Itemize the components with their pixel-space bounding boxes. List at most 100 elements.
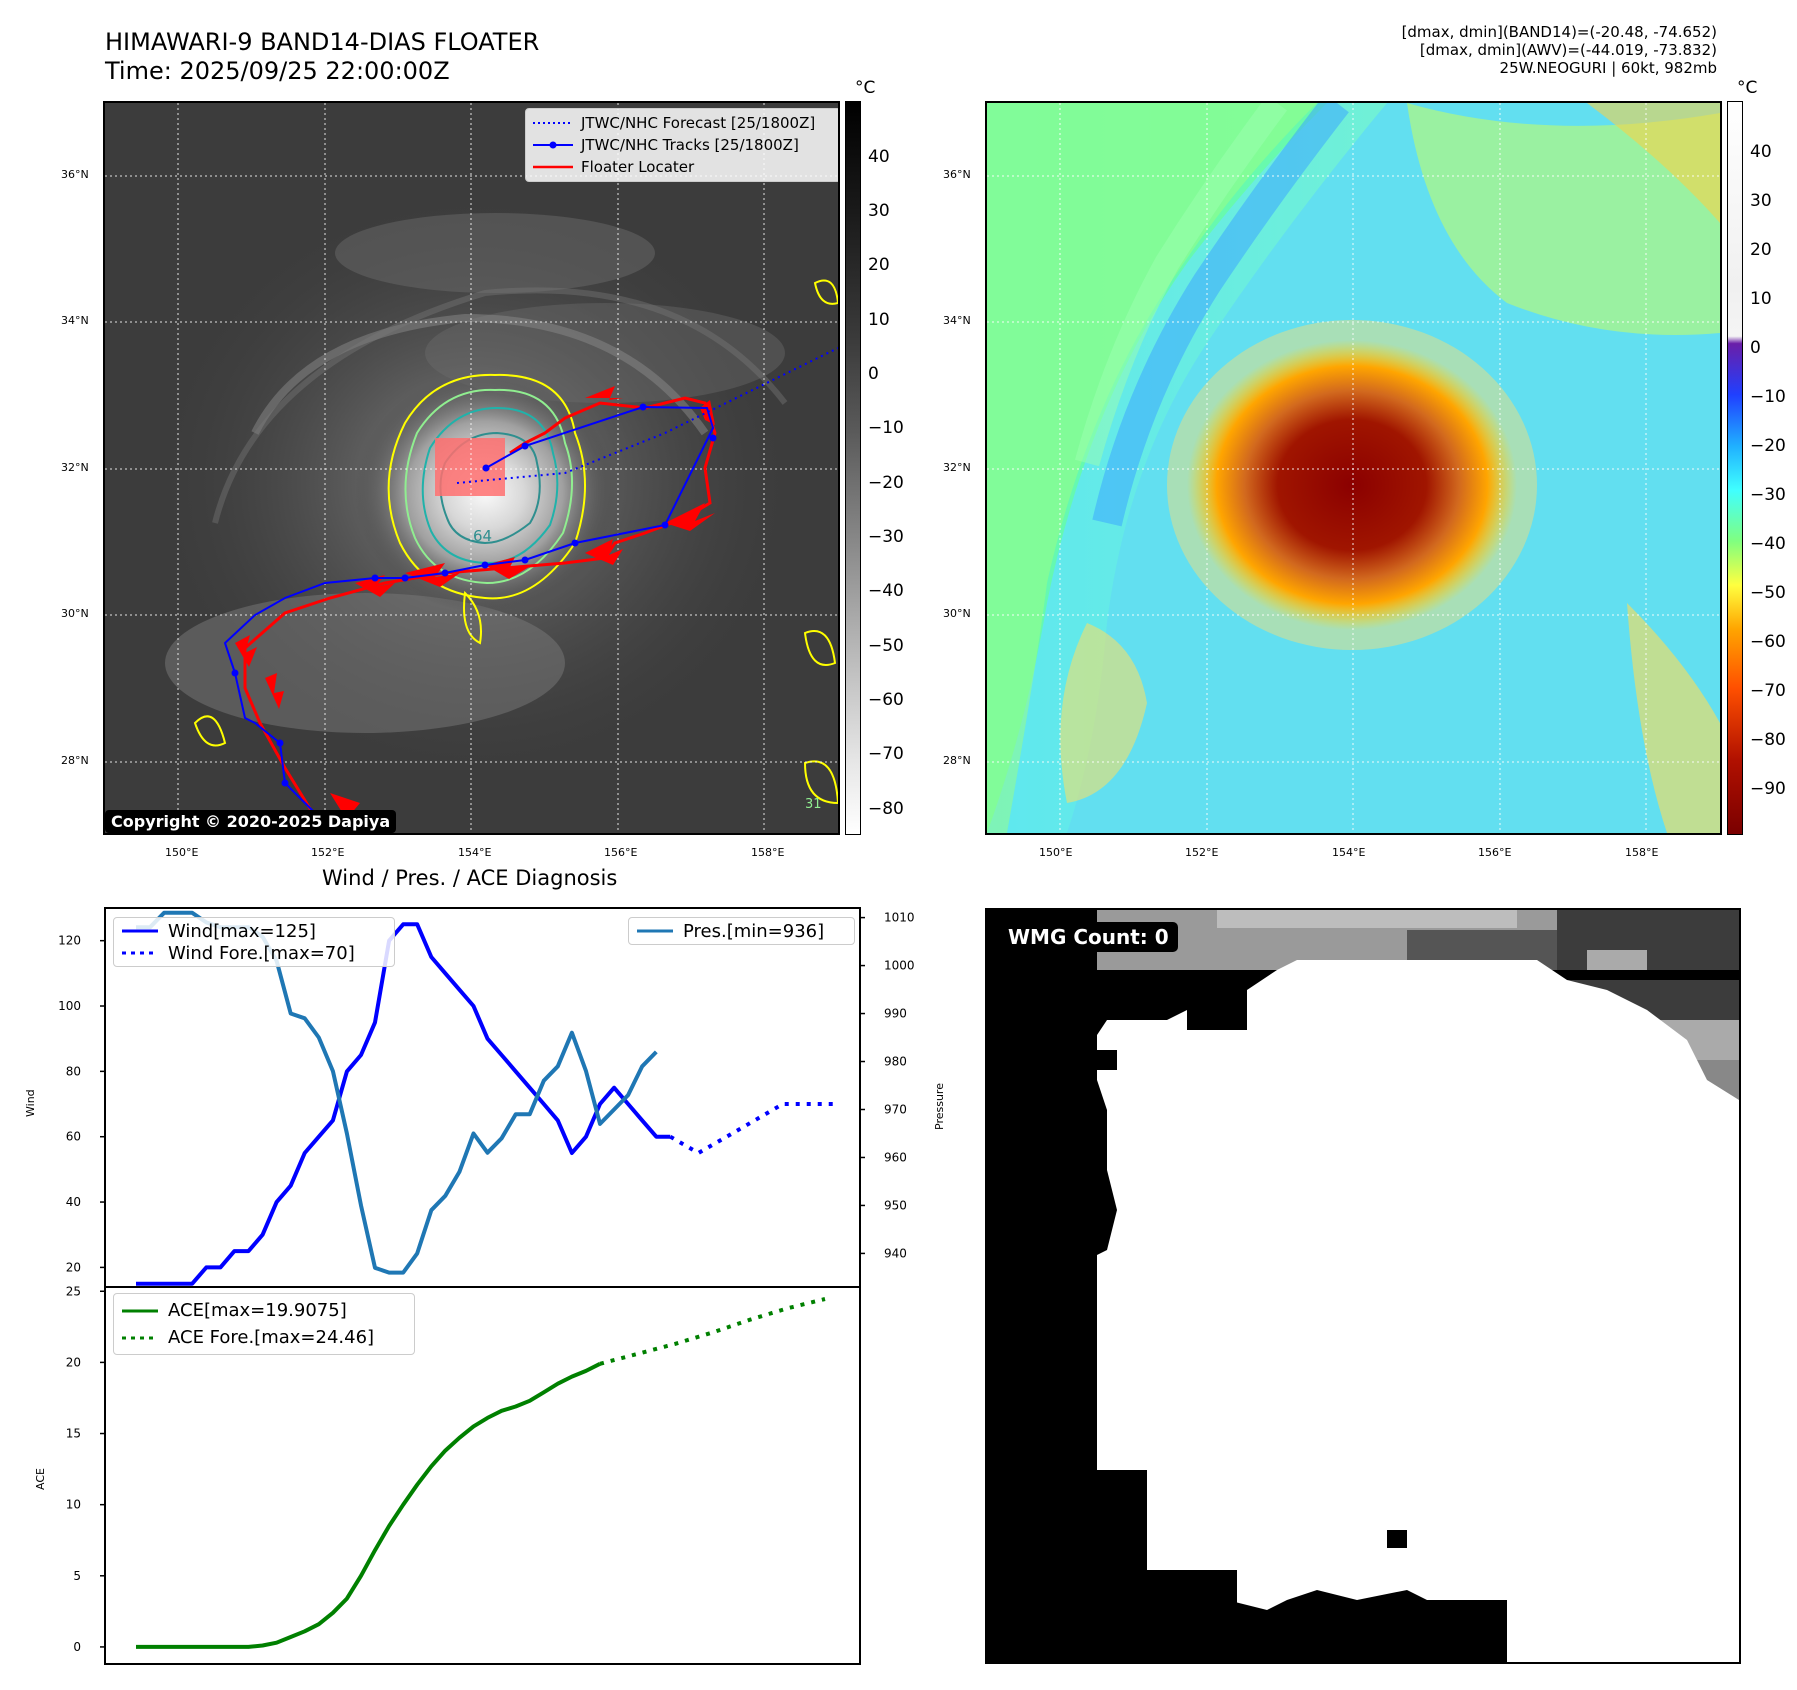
contour-label-64: 64 (473, 527, 492, 545)
ir-cb-tick: 20 (868, 255, 890, 275)
legend-forecast-label: JTWC/NHC Forecast [25/1800Z] (581, 114, 816, 132)
awv-lon-150: 150°E (1039, 846, 1073, 859)
wind-forecast-line (669, 1102, 840, 1155)
awv-cb-tick: −20 (1750, 436, 1786, 456)
legend-wind-label: Wind[max=125] (168, 920, 316, 942)
awv-lat-36: 36°N (943, 168, 971, 181)
floater-box (435, 438, 505, 496)
wind-tick-label: 100 (58, 999, 81, 1013)
awv-cb-tick: 10 (1750, 289, 1772, 309)
ace-tick-label: 15 (66, 1427, 81, 1441)
wind-axis-label: Wind (24, 1089, 37, 1117)
legend-locater: Floater Locater (531, 156, 835, 178)
legend-forecast: JTWC/NHC Forecast [25/1800Z] (531, 112, 835, 134)
ir-lat-28: 28°N (61, 754, 89, 767)
pressure-tick-label: 940 (884, 1246, 907, 1260)
pressure-tick-label: 1010 (884, 911, 915, 925)
legend-tracks-label: JTWC/NHC Tracks [25/1800Z] (581, 136, 799, 154)
awv-lon-154: 154°E (1332, 846, 1366, 859)
ir-lon-150: 150°E (165, 846, 199, 859)
awv-lon-152: 152°E (1185, 846, 1219, 859)
wmg-white-mask (1007, 960, 1739, 1662)
awv-cb-tick: −50 (1750, 583, 1786, 603)
pressure-tick-label: 980 (884, 1055, 907, 1069)
awv-cb-tick: −70 (1750, 681, 1786, 701)
legend-ace-label: ACE[max=19.9075] (168, 1300, 347, 1321)
wind-tick-label: 80 (66, 1064, 81, 1078)
wind-series-line (136, 922, 671, 1286)
ace-tick-label: 20 (66, 1355, 81, 1369)
legend-ace: ACE[max=19.9075] (120, 1297, 408, 1324)
ir-map-panel: 64 31 (103, 101, 840, 835)
diag-title: Wind / Pres. / ACE Diagnosis (322, 866, 618, 890)
ir-cb-tick: −70 (868, 744, 904, 764)
pressure-tick-label: 960 (884, 1150, 907, 1164)
wind-tick-label: 20 (66, 1260, 81, 1274)
awv-lat-30: 30°N (943, 607, 971, 620)
awv-map-panel (985, 101, 1722, 835)
ir-lat-30: 30°N (61, 607, 89, 620)
pressure-tick-label: 990 (884, 1007, 907, 1021)
ir-lon-158: 158°E (751, 846, 785, 859)
ace-tick-label: 10 (66, 1498, 81, 1512)
track-lines (223, 347, 838, 833)
info-line3: 25W.NEOGURI | 60kt, 982mb (1499, 59, 1717, 77)
awv-cb-tick: −60 (1750, 632, 1786, 652)
ace-tick-label: 25 (66, 1284, 81, 1298)
wmg-panel: WMG Count: 0 (985, 908, 1741, 1664)
ir-cb-tick: 0 (868, 364, 879, 384)
ace-tick-label: 0 (73, 1640, 81, 1654)
awv-cb-tick: 30 (1750, 191, 1772, 211)
info-line1: [dmax, dmin](BAND14)=(-20.48, -74.652) (1401, 23, 1717, 41)
copyright-badge: Copyright © 2020-2025 Dapiya (105, 810, 397, 833)
awv-lat-28: 28°N (943, 754, 971, 767)
pressure-tick-label: 1000 (884, 959, 915, 973)
ir-colorbar-unit: °C (855, 78, 876, 98)
wind-tick-label: 120 (58, 934, 81, 948)
legend-ace-fore-label: ACE Fore.[max=24.46] (168, 1327, 375, 1348)
awv-cb-tick: −90 (1750, 779, 1786, 799)
wind-tick-label: 60 (66, 1130, 81, 1144)
ir-cb-tick: 30 (868, 201, 890, 221)
ir-legend: JTWC/NHC Forecast [25/1800Z] JTWC/NHC Tr… (525, 108, 838, 182)
pressure-axis-label: Pressure (933, 1083, 946, 1130)
awv-grid-lines (987, 103, 1720, 833)
awv-cb-tick: −80 (1750, 730, 1786, 750)
ir-cb-tick: −40 (868, 581, 904, 601)
pressure-tick-label: 970 (884, 1102, 907, 1116)
awv-lat-32: 32°N (943, 461, 971, 474)
ace-axis-label: ACE (34, 1468, 47, 1490)
wmg-count-badge: WMG Count: 0 (999, 922, 1178, 952)
ir-cb-tick: 40 (868, 147, 890, 167)
ir-cb-tick: −30 (868, 527, 904, 547)
pressure-tick-label: 950 (884, 1198, 907, 1212)
ir-cb-tick: −10 (868, 418, 904, 438)
wind-legend: Wind[max=125] Wind Fore.[max=70] (113, 917, 395, 967)
legend-wind-fore-label: Wind Fore.[max=70] (168, 942, 355, 964)
awv-colorbar (1727, 101, 1743, 835)
ir-lat-36: 36°N (61, 168, 89, 181)
pressure-legend: Pres.[min=936] (628, 917, 855, 945)
ir-map-svg: 64 31 (105, 103, 838, 833)
awv-lon-156: 156°E (1478, 846, 1512, 859)
awv-cb-tick: 40 (1750, 142, 1772, 162)
title-line2: Time: 2025/09/25 22:00:00Z (105, 57, 450, 85)
wmg-mask-svg (987, 910, 1739, 1662)
ir-lon-152: 152°E (311, 846, 345, 859)
ir-colorbar (845, 101, 861, 835)
ir-cb-tick: 10 (868, 310, 890, 330)
wmg-black-notches (987, 910, 1507, 1662)
awv-lon-158: 158°E (1625, 846, 1659, 859)
ace-series-line (136, 1362, 601, 1649)
legend-pres: Pres.[min=936] (635, 920, 848, 942)
ace-tick-label: 5 (73, 1569, 81, 1583)
legend-ace-fore: ACE Fore.[max=24.46] (120, 1324, 408, 1351)
awv-cb-tick: 0 (1750, 338, 1761, 358)
ir-lat-34: 34°N (61, 314, 89, 327)
awv-map-svg (987, 103, 1720, 833)
legend-wind-fore: Wind Fore.[max=70] (120, 942, 388, 964)
ace-forecast-line (599, 1297, 826, 1366)
wind-tick-label: 40 (66, 1195, 81, 1209)
awv-lat-34: 34°N (943, 314, 971, 327)
